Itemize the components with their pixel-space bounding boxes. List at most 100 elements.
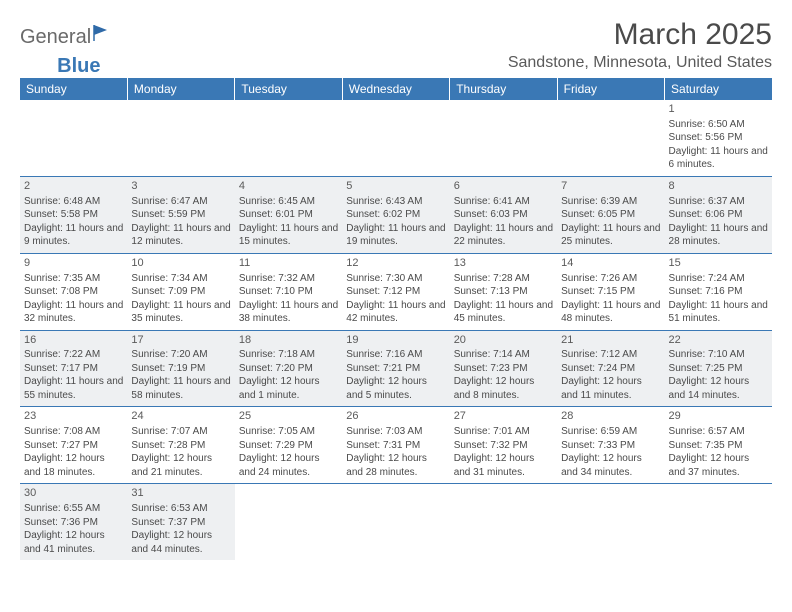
day-info: Sunrise: 7:03 AMSunset: 7:31 PMDaylight:… [346,425,445,479]
sunset-text: Sunset: 7:24 PM [561,362,660,376]
sunset-text: Sunset: 5:58 PM [24,208,123,222]
daylight-text: Daylight: 12 hours and 28 minutes. [346,452,445,479]
sunrise-text: Sunrise: 6:55 AM [24,502,123,516]
logo: General [20,24,115,50]
day-number: 7 [561,179,660,194]
calendar-cell: 17Sunrise: 7:20 AMSunset: 7:19 PMDayligh… [127,330,234,407]
day-number: 12 [346,256,445,271]
day-info: Sunrise: 7:20 AMSunset: 7:19 PMDaylight:… [131,348,230,402]
daylight-text: Daylight: 11 hours and 9 minutes. [24,222,123,249]
sunrise-text: Sunrise: 6:57 AM [669,425,768,439]
page-title: March 2025 [614,18,772,52]
calendar-cell: 6Sunrise: 6:41 AMSunset: 6:03 PMDaylight… [450,176,557,253]
day-info: Sunrise: 7:30 AMSunset: 7:12 PMDaylight:… [346,272,445,326]
daylight-text: Daylight: 11 hours and 22 minutes. [454,222,553,249]
sunrise-text: Sunrise: 7:30 AM [346,272,445,286]
sunrise-text: Sunrise: 7:35 AM [24,272,123,286]
calendar-cell: 18Sunrise: 7:18 AMSunset: 7:20 PMDayligh… [235,330,342,407]
day-number: 11 [239,256,338,271]
weekday-header: Tuesday [235,78,342,100]
calendar-cell: 10Sunrise: 7:34 AMSunset: 7:09 PMDayligh… [127,253,234,330]
calendar-cell: 12Sunrise: 7:30 AMSunset: 7:12 PMDayligh… [342,253,449,330]
calendar-cell [235,484,342,560]
sunset-text: Sunset: 7:16 PM [669,285,768,299]
day-number: 28 [561,409,660,424]
day-number: 24 [131,409,230,424]
day-number: 1 [669,102,768,117]
daylight-text: Daylight: 11 hours and 55 minutes. [24,375,123,402]
daylight-text: Daylight: 12 hours and 11 minutes. [561,375,660,402]
calendar-cell: 1Sunrise: 6:50 AMSunset: 5:56 PMDaylight… [665,100,772,176]
daylight-text: Daylight: 11 hours and 45 minutes. [454,299,553,326]
sunset-text: Sunset: 7:21 PM [346,362,445,376]
weekday-header-row: Sunday Monday Tuesday Wednesday Thursday… [20,78,772,100]
day-number: 5 [346,179,445,194]
weekday-header: Monday [127,78,234,100]
day-number: 13 [454,256,553,271]
calendar-cell: 5Sunrise: 6:43 AMSunset: 6:02 PMDaylight… [342,176,449,253]
sunrise-text: Sunrise: 6:41 AM [454,195,553,209]
daylight-text: Daylight: 12 hours and 24 minutes. [239,452,338,479]
logo-line2: General Blue [20,55,101,78]
calendar-cell: 30Sunrise: 6:55 AMSunset: 7:36 PMDayligh… [20,484,127,560]
daylight-text: Daylight: 11 hours and 25 minutes. [561,222,660,249]
sunrise-text: Sunrise: 6:47 AM [131,195,230,209]
sunset-text: Sunset: 7:19 PM [131,362,230,376]
calendar-cell: 14Sunrise: 7:26 AMSunset: 7:15 PMDayligh… [557,253,664,330]
day-number: 10 [131,256,230,271]
calendar-cell: 29Sunrise: 6:57 AMSunset: 7:35 PMDayligh… [665,407,772,484]
weekday-header: Saturday [665,78,772,100]
day-number: 15 [669,256,768,271]
location-subtitle: Sandstone, Minnesota, United States [508,54,772,72]
logo-text-2: Blue [57,55,100,78]
day-info: Sunrise: 7:18 AMSunset: 7:20 PMDaylight:… [239,348,338,402]
sunrise-text: Sunrise: 6:59 AM [561,425,660,439]
day-info: Sunrise: 6:39 AMSunset: 6:05 PMDaylight:… [561,195,660,249]
sunset-text: Sunset: 7:35 PM [669,439,768,453]
day-info: Sunrise: 7:07 AMSunset: 7:28 PMDaylight:… [131,425,230,479]
daylight-text: Daylight: 12 hours and 44 minutes. [131,529,230,556]
calendar-row: 23Sunrise: 7:08 AMSunset: 7:27 PMDayligh… [20,407,772,484]
daylight-text: Daylight: 12 hours and 37 minutes. [669,452,768,479]
sunset-text: Sunset: 7:32 PM [454,439,553,453]
daylight-text: Daylight: 11 hours and 42 minutes. [346,299,445,326]
daylight-text: Daylight: 12 hours and 34 minutes. [561,452,660,479]
calendar-row: 30Sunrise: 6:55 AMSunset: 7:36 PMDayligh… [20,484,772,560]
day-info: Sunrise: 7:08 AMSunset: 7:27 PMDaylight:… [24,425,123,479]
day-number: 3 [131,179,230,194]
sunrise-text: Sunrise: 7:18 AM [239,348,338,362]
sunset-text: Sunset: 7:15 PM [561,285,660,299]
calendar-row: 1Sunrise: 6:50 AMSunset: 5:56 PMDaylight… [20,100,772,176]
day-info: Sunrise: 6:53 AMSunset: 7:37 PMDaylight:… [131,502,230,556]
day-number: 14 [561,256,660,271]
daylight-text: Daylight: 12 hours and 1 minute. [239,375,338,402]
daylight-text: Daylight: 11 hours and 38 minutes. [239,299,338,326]
sunrise-text: Sunrise: 6:50 AM [669,118,768,132]
sunset-text: Sunset: 6:01 PM [239,208,338,222]
day-info: Sunrise: 7:26 AMSunset: 7:15 PMDaylight:… [561,272,660,326]
day-info: Sunrise: 7:10 AMSunset: 7:25 PMDaylight:… [669,348,768,402]
sunset-text: Sunset: 7:37 PM [131,516,230,530]
sunrise-text: Sunrise: 7:03 AM [346,425,445,439]
day-info: Sunrise: 6:41 AMSunset: 6:03 PMDaylight:… [454,195,553,249]
calendar-cell: 16Sunrise: 7:22 AMSunset: 7:17 PMDayligh… [20,330,127,407]
daylight-text: Daylight: 11 hours and 15 minutes. [239,222,338,249]
day-info: Sunrise: 7:16 AMSunset: 7:21 PMDaylight:… [346,348,445,402]
header-row: General March 2025 [20,18,772,52]
weekday-header: Wednesday [342,78,449,100]
sunset-text: Sunset: 7:25 PM [669,362,768,376]
day-info: Sunrise: 6:47 AMSunset: 5:59 PMDaylight:… [131,195,230,249]
sunrise-text: Sunrise: 6:53 AM [131,502,230,516]
day-number: 4 [239,179,338,194]
day-info: Sunrise: 7:32 AMSunset: 7:10 PMDaylight:… [239,272,338,326]
calendar-cell: 21Sunrise: 7:12 AMSunset: 7:24 PMDayligh… [557,330,664,407]
sunrise-text: Sunrise: 7:12 AM [561,348,660,362]
sunrise-text: Sunrise: 6:37 AM [669,195,768,209]
day-info: Sunrise: 6:43 AMSunset: 6:02 PMDaylight:… [346,195,445,249]
sunrise-text: Sunrise: 6:45 AM [239,195,338,209]
day-number: 23 [24,409,123,424]
sunrise-text: Sunrise: 7:34 AM [131,272,230,286]
calendar-cell: 24Sunrise: 7:07 AMSunset: 7:28 PMDayligh… [127,407,234,484]
sunrise-text: Sunrise: 7:32 AM [239,272,338,286]
calendar-cell [127,100,234,176]
